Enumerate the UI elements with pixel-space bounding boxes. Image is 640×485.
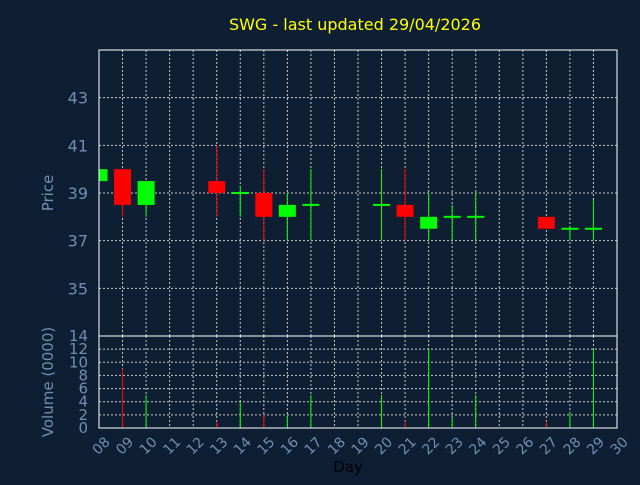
volume-tick-label: 12 [69, 340, 88, 358]
x-tick-label: 19 [349, 434, 373, 458]
candle-body [99, 169, 108, 182]
x-tick-label: 10 [137, 434, 161, 458]
price-tick-label: 35 [68, 279, 88, 298]
x-tick-label: 18 [325, 434, 349, 458]
candle [98, 169, 108, 182]
candle-body [208, 181, 226, 193]
price-tick-label: 43 [68, 89, 88, 108]
volume-frame [98, 335, 618, 429]
x-tick-label: 25 [490, 434, 514, 458]
x-tick-label: 28 [561, 434, 585, 458]
x-tick-label: 12 [184, 434, 208, 458]
x-tick-label: 26 [514, 434, 538, 458]
volume-bars [122, 349, 594, 428]
candle-body [561, 227, 579, 230]
candle [373, 169, 391, 241]
candle-body [114, 169, 132, 205]
x-tick-label: 20 [372, 434, 396, 458]
x-tick-label: 21 [396, 434, 420, 458]
x-tick-label: 15 [255, 434, 279, 458]
volume-tick-label: 0 [78, 419, 88, 437]
price-tick-label: 39 [68, 184, 88, 203]
candle [231, 185, 249, 217]
x-tick-label: 13 [207, 434, 231, 458]
candle-body [137, 181, 155, 205]
x-tick-label: 30 [608, 434, 632, 458]
candle [302, 169, 320, 241]
x-tick-label: 11 [160, 434, 184, 458]
x-tick-label: 17 [302, 434, 326, 458]
candle [584, 200, 602, 241]
price-candles [98, 145, 602, 241]
candle [537, 216, 555, 229]
x-tick-label: 14 [231, 434, 255, 458]
price-tick-label: 41 [68, 136, 88, 155]
price-axis-label: Price [39, 175, 57, 212]
candle [561, 227, 579, 241]
volume-tick-label: 10 [69, 353, 88, 371]
price-grid [99, 50, 617, 336]
x-tick-label: 08 [90, 434, 114, 458]
chart-title: SWG - last updated 29/04/2026 [229, 15, 481, 34]
x-tick-label: 16 [278, 434, 302, 458]
x-tick-label: 29 [584, 434, 608, 458]
candle [137, 181, 155, 217]
candle-body [584, 227, 602, 230]
x-tick-label: 23 [443, 434, 467, 458]
candle-body [537, 216, 555, 229]
price-tick-label: 37 [68, 232, 88, 251]
candle-body [373, 203, 391, 206]
candle-body [255, 193, 273, 217]
candle [443, 204, 461, 241]
candle-body [231, 192, 249, 194]
volume-grid [99, 336, 617, 428]
volume-tick-label: 6 [78, 380, 88, 398]
candle [396, 169, 414, 241]
candle-body [420, 216, 438, 229]
candle-body [443, 215, 461, 218]
price-axis: 35 37 39 41 43 [68, 89, 88, 299]
volume-tick-label: 2 [78, 406, 88, 424]
x-tick-label: 22 [419, 434, 443, 458]
x-tick-label: 24 [466, 434, 490, 458]
candle [467, 193, 485, 241]
x-tick-label: 09 [113, 434, 137, 458]
candle-body [278, 204, 296, 217]
candle-body [396, 204, 414, 217]
x-axis-label: Day [333, 458, 363, 476]
candle-body [467, 215, 485, 218]
volume-tick-label: 8 [78, 366, 88, 384]
volume-axis-label: Volume (0000) [39, 327, 57, 437]
candle-body [302, 203, 320, 206]
candle [208, 145, 226, 217]
candle [114, 169, 132, 217]
volume-tick-label: 14 [69, 327, 88, 345]
volume-tick-label: 4 [78, 393, 88, 411]
x-tick-label: 27 [537, 434, 561, 458]
candle [278, 193, 296, 241]
candle [255, 169, 273, 241]
candle [420, 193, 438, 241]
x-axis: 08 09 10 11 12 13 14 15 16 17 18 19 20 21 22 23 24 25 26 27… [90, 434, 632, 458]
